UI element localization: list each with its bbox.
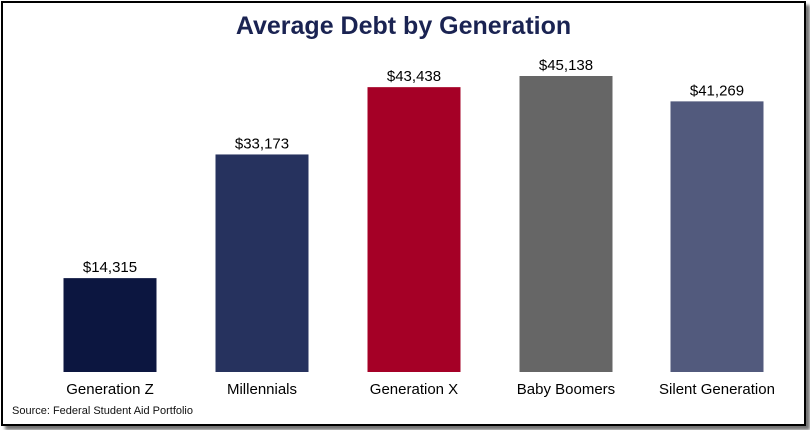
bar-generation-x	[367, 87, 461, 372]
bar-silent-generation	[670, 101, 764, 372]
bar-generation-z	[63, 278, 157, 372]
x-tick-label: Generation X	[370, 381, 458, 398]
data-label: $33,173	[235, 135, 289, 152]
bar-millennials	[215, 154, 309, 372]
data-label: $14,315	[83, 259, 137, 276]
source-note: Source: Federal Student Aid Portfolio	[12, 405, 193, 417]
data-label: $43,438	[387, 68, 441, 85]
chart-title: Average Debt by Generation	[235, 12, 572, 40]
x-tick-label: Silent Generation	[659, 381, 775, 398]
bar-baby-boomers	[519, 76, 613, 372]
x-tick-label: Millennials	[227, 381, 297, 398]
x-tick-label: Baby Boomers	[517, 381, 615, 398]
x-tick-label: Generation Z	[66, 381, 154, 398]
data-label: $41,269	[690, 82, 744, 99]
data-label: $45,138	[539, 57, 593, 74]
